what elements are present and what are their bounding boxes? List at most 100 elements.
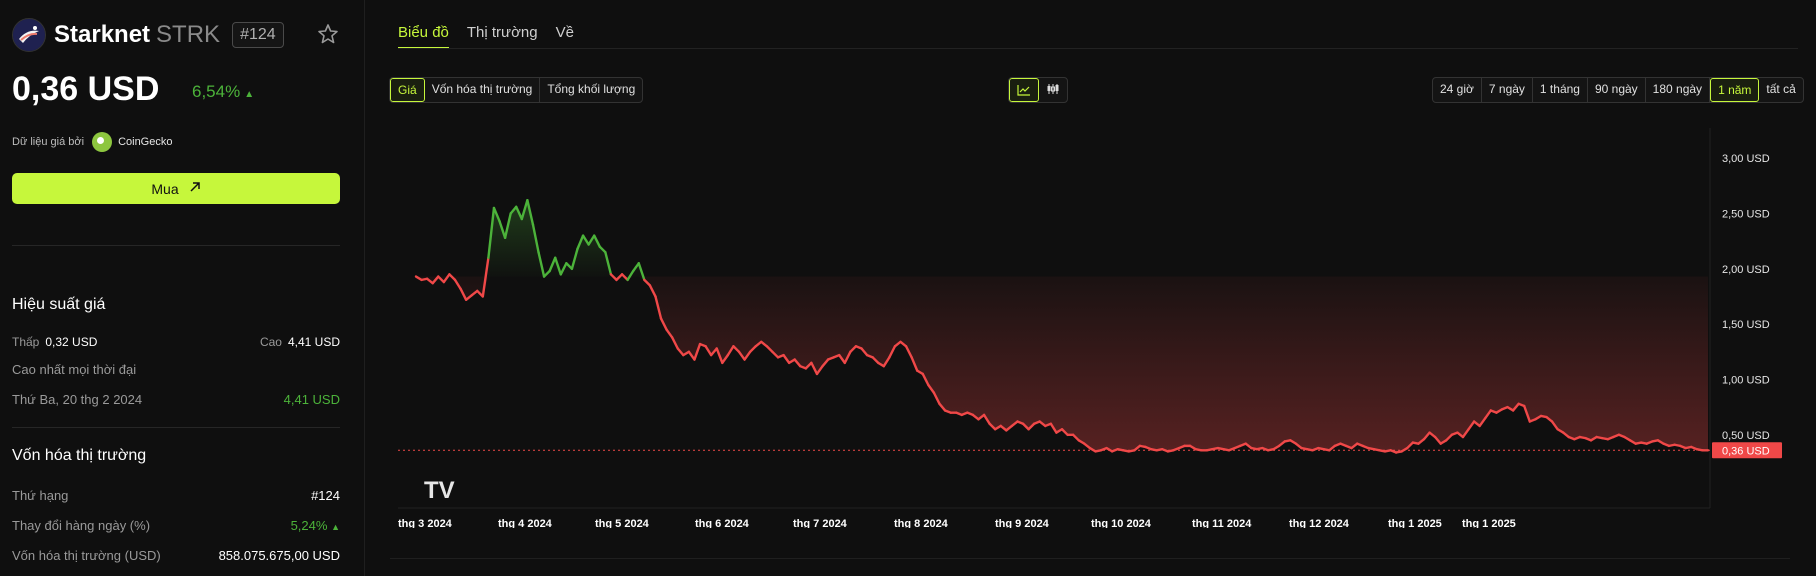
price-line-segment xyxy=(715,347,724,365)
starknet-logo-icon xyxy=(12,18,46,52)
rank-label: Thứ hạng xyxy=(12,488,69,503)
price-line-segment xyxy=(860,347,869,357)
price-line-segment xyxy=(654,295,663,320)
tab-chart[interactable]: Biểu đồ xyxy=(398,24,449,49)
x-tick-label: thg 12 2024 xyxy=(1289,518,1350,528)
x-tick-label: thg 1 2025 xyxy=(1462,518,1516,528)
price-line-segment xyxy=(1467,420,1476,431)
tab-about[interactable]: Về xyxy=(555,24,574,41)
price-line-segment xyxy=(481,256,490,298)
rank-row: Thứ hạng #124 xyxy=(12,488,340,503)
price-line-segment xyxy=(643,278,652,287)
line-chart-button[interactable] xyxy=(1009,78,1039,102)
price-line-segment xyxy=(520,198,529,221)
divider xyxy=(12,245,340,246)
sidebar: Starknet STRK #124 0,36 USD 6,54% ▲ Dữ li… xyxy=(0,0,365,576)
market-cap-row: Vốn hóa thị trường (USD) 858.075.675,00 … xyxy=(12,548,340,563)
price-line-segment xyxy=(548,256,557,273)
price-line-segment xyxy=(1406,441,1415,450)
y-tick-label: 0,50 USD xyxy=(1722,430,1770,442)
range-1y-button[interactable]: 1 năm xyxy=(1710,78,1760,102)
price-line-segment xyxy=(459,287,468,301)
rank-badge: #124 xyxy=(232,22,284,48)
price-line-segment xyxy=(648,284,657,298)
data-source: Dữ liệu giá bởi CoinGecko xyxy=(12,132,172,152)
ath-label-row: Cao nhất mọi thời đại xyxy=(12,362,340,377)
y-tick-label: 3,00 USD xyxy=(1722,153,1770,165)
current-price-label: 0,36 USD xyxy=(1722,445,1770,457)
price-line-segment xyxy=(670,336,679,350)
price-line-segment xyxy=(693,342,702,361)
current-price: 0,36 USD xyxy=(12,70,160,108)
price-line-segment xyxy=(498,220,507,240)
x-tick-label: thg 4 2024 xyxy=(498,518,553,528)
price-line-segment xyxy=(932,391,941,406)
price-line-segment xyxy=(1523,404,1531,423)
price-line-segment xyxy=(704,345,713,357)
x-tick-label: thg 5 2024 xyxy=(595,518,650,528)
range-180d-button[interactable]: 180 ngày xyxy=(1646,78,1711,102)
price-line-segment xyxy=(620,273,629,282)
low-label: Thấp xyxy=(12,335,40,349)
metric-market-cap-button[interactable]: Vốn hóa thị trường xyxy=(425,78,541,102)
data-source-name[interactable]: CoinGecko xyxy=(118,136,173,148)
price-line-segment xyxy=(615,273,624,282)
price-line-segment xyxy=(537,250,546,278)
price-line-segment xyxy=(659,317,668,331)
metric-volume-button[interactable]: Tổng khối lượng xyxy=(547,82,636,96)
price-line-segment xyxy=(676,347,685,357)
price-line-segment xyxy=(871,356,880,365)
price-line-segment xyxy=(665,328,674,339)
below-baseline-area xyxy=(416,276,1708,453)
price-line-segment xyxy=(1422,431,1431,441)
price-line-segment xyxy=(782,353,791,365)
range-24h-button[interactable]: 24 giờ xyxy=(1433,78,1482,102)
tab-markets[interactable]: Thị trường xyxy=(466,24,538,41)
price-line-segment xyxy=(737,350,746,361)
price-line-segment xyxy=(921,372,930,387)
price-line-segment xyxy=(609,273,618,282)
price-line-segment xyxy=(554,256,562,276)
daily-change-label: Thay đổi hàng ngày (%) xyxy=(12,518,151,533)
price-line-segment xyxy=(587,234,596,246)
range-1m-button[interactable]: 1 tháng xyxy=(1533,78,1588,102)
price-line-segment xyxy=(888,345,897,359)
price-line-segment xyxy=(1445,433,1454,442)
price-line-segment xyxy=(559,262,568,276)
data-source-label: Dữ liệu giá bởi xyxy=(12,136,85,148)
x-tick-label: thg 3 2024 xyxy=(398,518,453,528)
price-chart-svg: 0,50 USD 1,00 USD 1,50 USD 2,00 USD 2,50 USD… xyxy=(398,128,1782,530)
metric-price-button[interactable]: Giá xyxy=(390,78,425,102)
current-price-badge xyxy=(1712,442,1782,459)
market-cap-title: Vốn hóa thị trường xyxy=(12,447,147,464)
coin-symbol: STRK xyxy=(156,21,221,48)
range-selector: 24 giờ 7 ngày 1 tháng 90 ngày 180 ngày 1… xyxy=(1432,77,1804,103)
chart-type-selector xyxy=(1008,77,1068,103)
price-line-segment xyxy=(843,350,852,365)
high-label: Cao xyxy=(259,335,282,349)
price-line-segment xyxy=(509,205,518,215)
buy-button[interactable]: Mua xyxy=(12,173,340,204)
market-cap-value: 858.075.675,00 USD xyxy=(218,548,340,563)
ath-date: Thứ Ba, 20 thg 2 2024 xyxy=(12,392,143,407)
star-icon[interactable] xyxy=(316,22,340,46)
daily-change-value: 5,24% xyxy=(290,518,328,533)
range-all-button[interactable]: tất cả xyxy=(1766,82,1796,96)
x-tick-label: thg 1 2025 xyxy=(1388,518,1442,528)
y-tick-label: 2,00 USD xyxy=(1722,264,1770,276)
price-line-segment xyxy=(542,269,551,278)
daily-change-row: Thay đổi hàng ngày (%) 5,24% ▲ xyxy=(12,518,340,533)
ath-label: Cao nhất mọi thời đại xyxy=(12,362,137,377)
candlestick-icon xyxy=(1047,84,1059,94)
arrow-up-right-icon xyxy=(189,181,201,196)
price-change-value: 6,54% xyxy=(192,82,241,101)
range-90d-button[interactable]: 90 ngày xyxy=(1588,78,1646,102)
candlestick-button[interactable] xyxy=(1039,78,1067,100)
coingecko-logo-icon xyxy=(92,132,113,152)
price-line-segment xyxy=(721,353,730,365)
y-tick-label: 1,50 USD xyxy=(1722,319,1770,331)
range-7d-button[interactable]: 7 ngày xyxy=(1482,78,1533,102)
price-chart[interactable]: 0,50 USD 1,00 USD 1,50 USD 2,00 USD 2,50 USD… xyxy=(398,128,1798,530)
price-line-segment xyxy=(804,361,813,370)
x-tick-label: thg 10 2024 xyxy=(1091,518,1152,528)
